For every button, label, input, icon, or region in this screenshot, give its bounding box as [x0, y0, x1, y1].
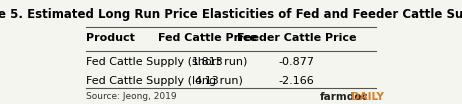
Text: -2.166: -2.166 — [279, 76, 314, 86]
Text: farmdoc: farmdoc — [320, 92, 369, 102]
Text: Fed Cattle Price: Fed Cattle Price — [158, 33, 257, 43]
Text: 4.13: 4.13 — [195, 76, 219, 86]
Text: Fed Cattle Supply (short run): Fed Cattle Supply (short run) — [85, 57, 247, 67]
Text: Fed Cattle Supply (long run): Fed Cattle Supply (long run) — [85, 76, 243, 86]
Text: Source: Jeong, 2019: Source: Jeong, 2019 — [85, 92, 176, 101]
Text: -0.877: -0.877 — [278, 57, 314, 67]
Text: Product: Product — [85, 33, 134, 43]
Text: Feeder Cattle Price: Feeder Cattle Price — [237, 33, 356, 43]
Text: 1.813: 1.813 — [191, 57, 223, 67]
Text: DAILY: DAILY — [351, 92, 384, 102]
Text: Table 5. Estimated Long Run Price Elasticities of Fed and Feeder Cattle Supply: Table 5. Estimated Long Run Price Elasti… — [0, 8, 462, 21]
